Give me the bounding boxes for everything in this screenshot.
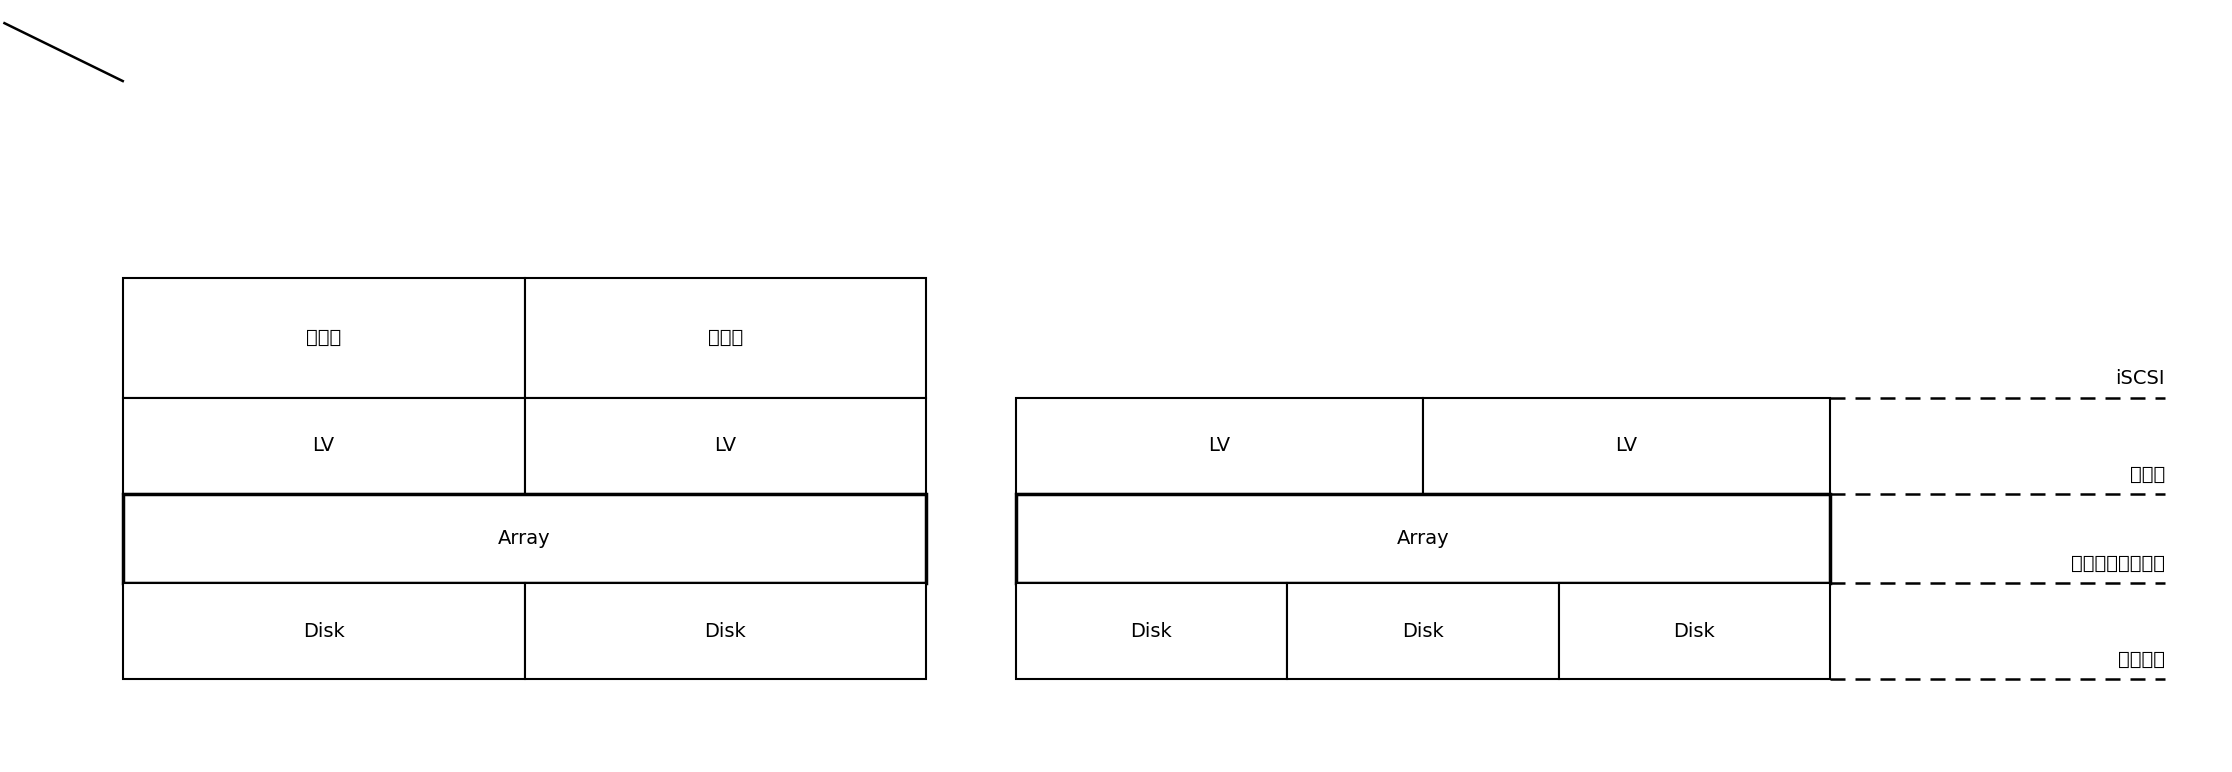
Bar: [1016, 398, 1424, 494]
Bar: [525, 398, 926, 494]
Bar: [525, 583, 926, 679]
Text: Disk: Disk: [705, 621, 745, 641]
Text: LV: LV: [312, 436, 335, 455]
Text: Disk: Disk: [1674, 621, 1716, 641]
Bar: [1558, 583, 1830, 679]
Text: 客户端: 客户端: [708, 328, 743, 347]
Bar: [123, 583, 525, 679]
Text: 逻辑卷: 逻辑卷: [2129, 465, 2165, 484]
Bar: [1016, 494, 1830, 583]
Text: Disk: Disk: [1129, 621, 1172, 641]
Bar: [1288, 583, 1558, 679]
Text: 独立兑余磁盘阵列: 独立兑余磁盘阵列: [2071, 554, 2165, 573]
Text: LV: LV: [714, 436, 737, 455]
Bar: [123, 278, 525, 398]
Text: 物理磁盘: 物理磁盘: [2118, 650, 2165, 669]
Bar: [1424, 398, 1830, 494]
Text: Array: Array: [498, 529, 551, 548]
Text: 客户端: 客户端: [306, 328, 341, 347]
Text: LV: LV: [1208, 436, 1230, 455]
Text: Disk: Disk: [1402, 621, 1444, 641]
Text: iSCSI: iSCSI: [2116, 368, 2165, 388]
Bar: [123, 398, 525, 494]
Text: Disk: Disk: [304, 621, 344, 641]
Bar: [1016, 583, 1288, 679]
Text: Array: Array: [1397, 529, 1449, 548]
Text: LV: LV: [1616, 436, 1638, 455]
Bar: [123, 494, 926, 583]
Bar: [525, 278, 926, 398]
